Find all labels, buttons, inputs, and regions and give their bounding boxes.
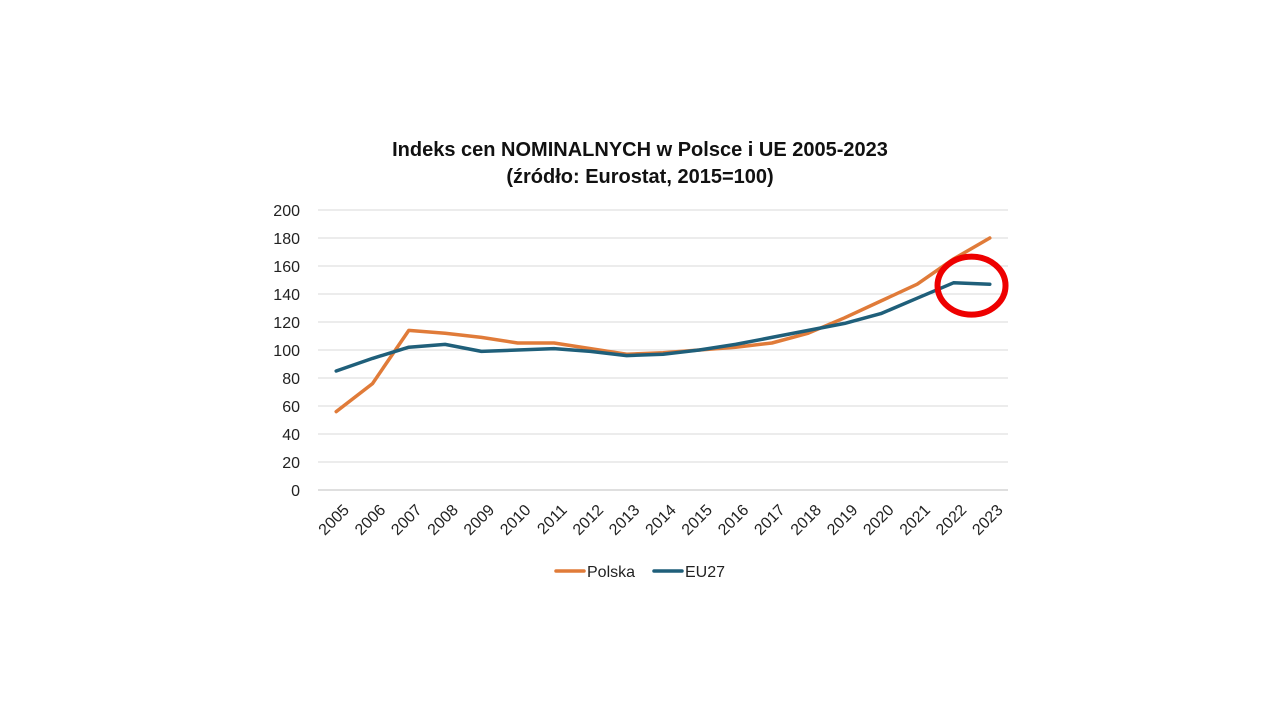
x-tick-label: 2015: [679, 502, 716, 539]
x-tick-label: 2016: [715, 502, 752, 539]
series-line-eu27: [334, 281, 992, 373]
x-tick-label: 2023: [969, 502, 1006, 539]
x-tick-label: 2020: [860, 502, 897, 539]
y-tick-label: 180: [273, 231, 300, 248]
x-tick-label: 2009: [461, 502, 498, 539]
x-tick-label: 2017: [752, 502, 789, 539]
x-tick-label: 2006: [352, 502, 389, 539]
legend-label: EU27: [685, 564, 725, 581]
y-tick-label: 20: [282, 455, 300, 472]
y-tick-label: 120: [273, 315, 300, 332]
y-tick-label: 0: [291, 483, 300, 500]
y-tick-label: 200: [273, 203, 300, 220]
y-tick-label: 60: [282, 399, 300, 416]
legend-label: Polska: [587, 564, 635, 581]
highlight-circle: [934, 253, 1009, 318]
x-tick-label: 2012: [570, 502, 607, 539]
x-tick-label: 2011: [534, 502, 570, 538]
x-tick-label: 2008: [425, 502, 462, 539]
x-tick-label: 2007: [388, 502, 425, 539]
x-tick-label: 2013: [606, 502, 643, 539]
x-tick-label: 2022: [933, 502, 970, 539]
x-tick-label: 2014: [643, 502, 680, 539]
y-tick-label: 100: [273, 343, 300, 360]
y-tick-label: 160: [273, 259, 300, 276]
x-tick-label: 2021: [897, 502, 934, 539]
chart-subtitle: (źródło: Eurostat, 2015=100): [506, 166, 774, 188]
x-tick-label: 2005: [316, 502, 353, 539]
x-tick-label: 2019: [824, 502, 861, 539]
x-tick-label: 2018: [788, 502, 825, 539]
chart-title: Indeks cen NOMINALNYCH w Polsce i UE 200…: [392, 139, 888, 161]
series-line-polska: [334, 236, 992, 414]
x-tick-label: 2010: [497, 502, 534, 539]
y-tick-label: 80: [282, 371, 300, 388]
y-tick-label: 140: [273, 287, 300, 304]
y-tick-label: 40: [282, 427, 300, 444]
